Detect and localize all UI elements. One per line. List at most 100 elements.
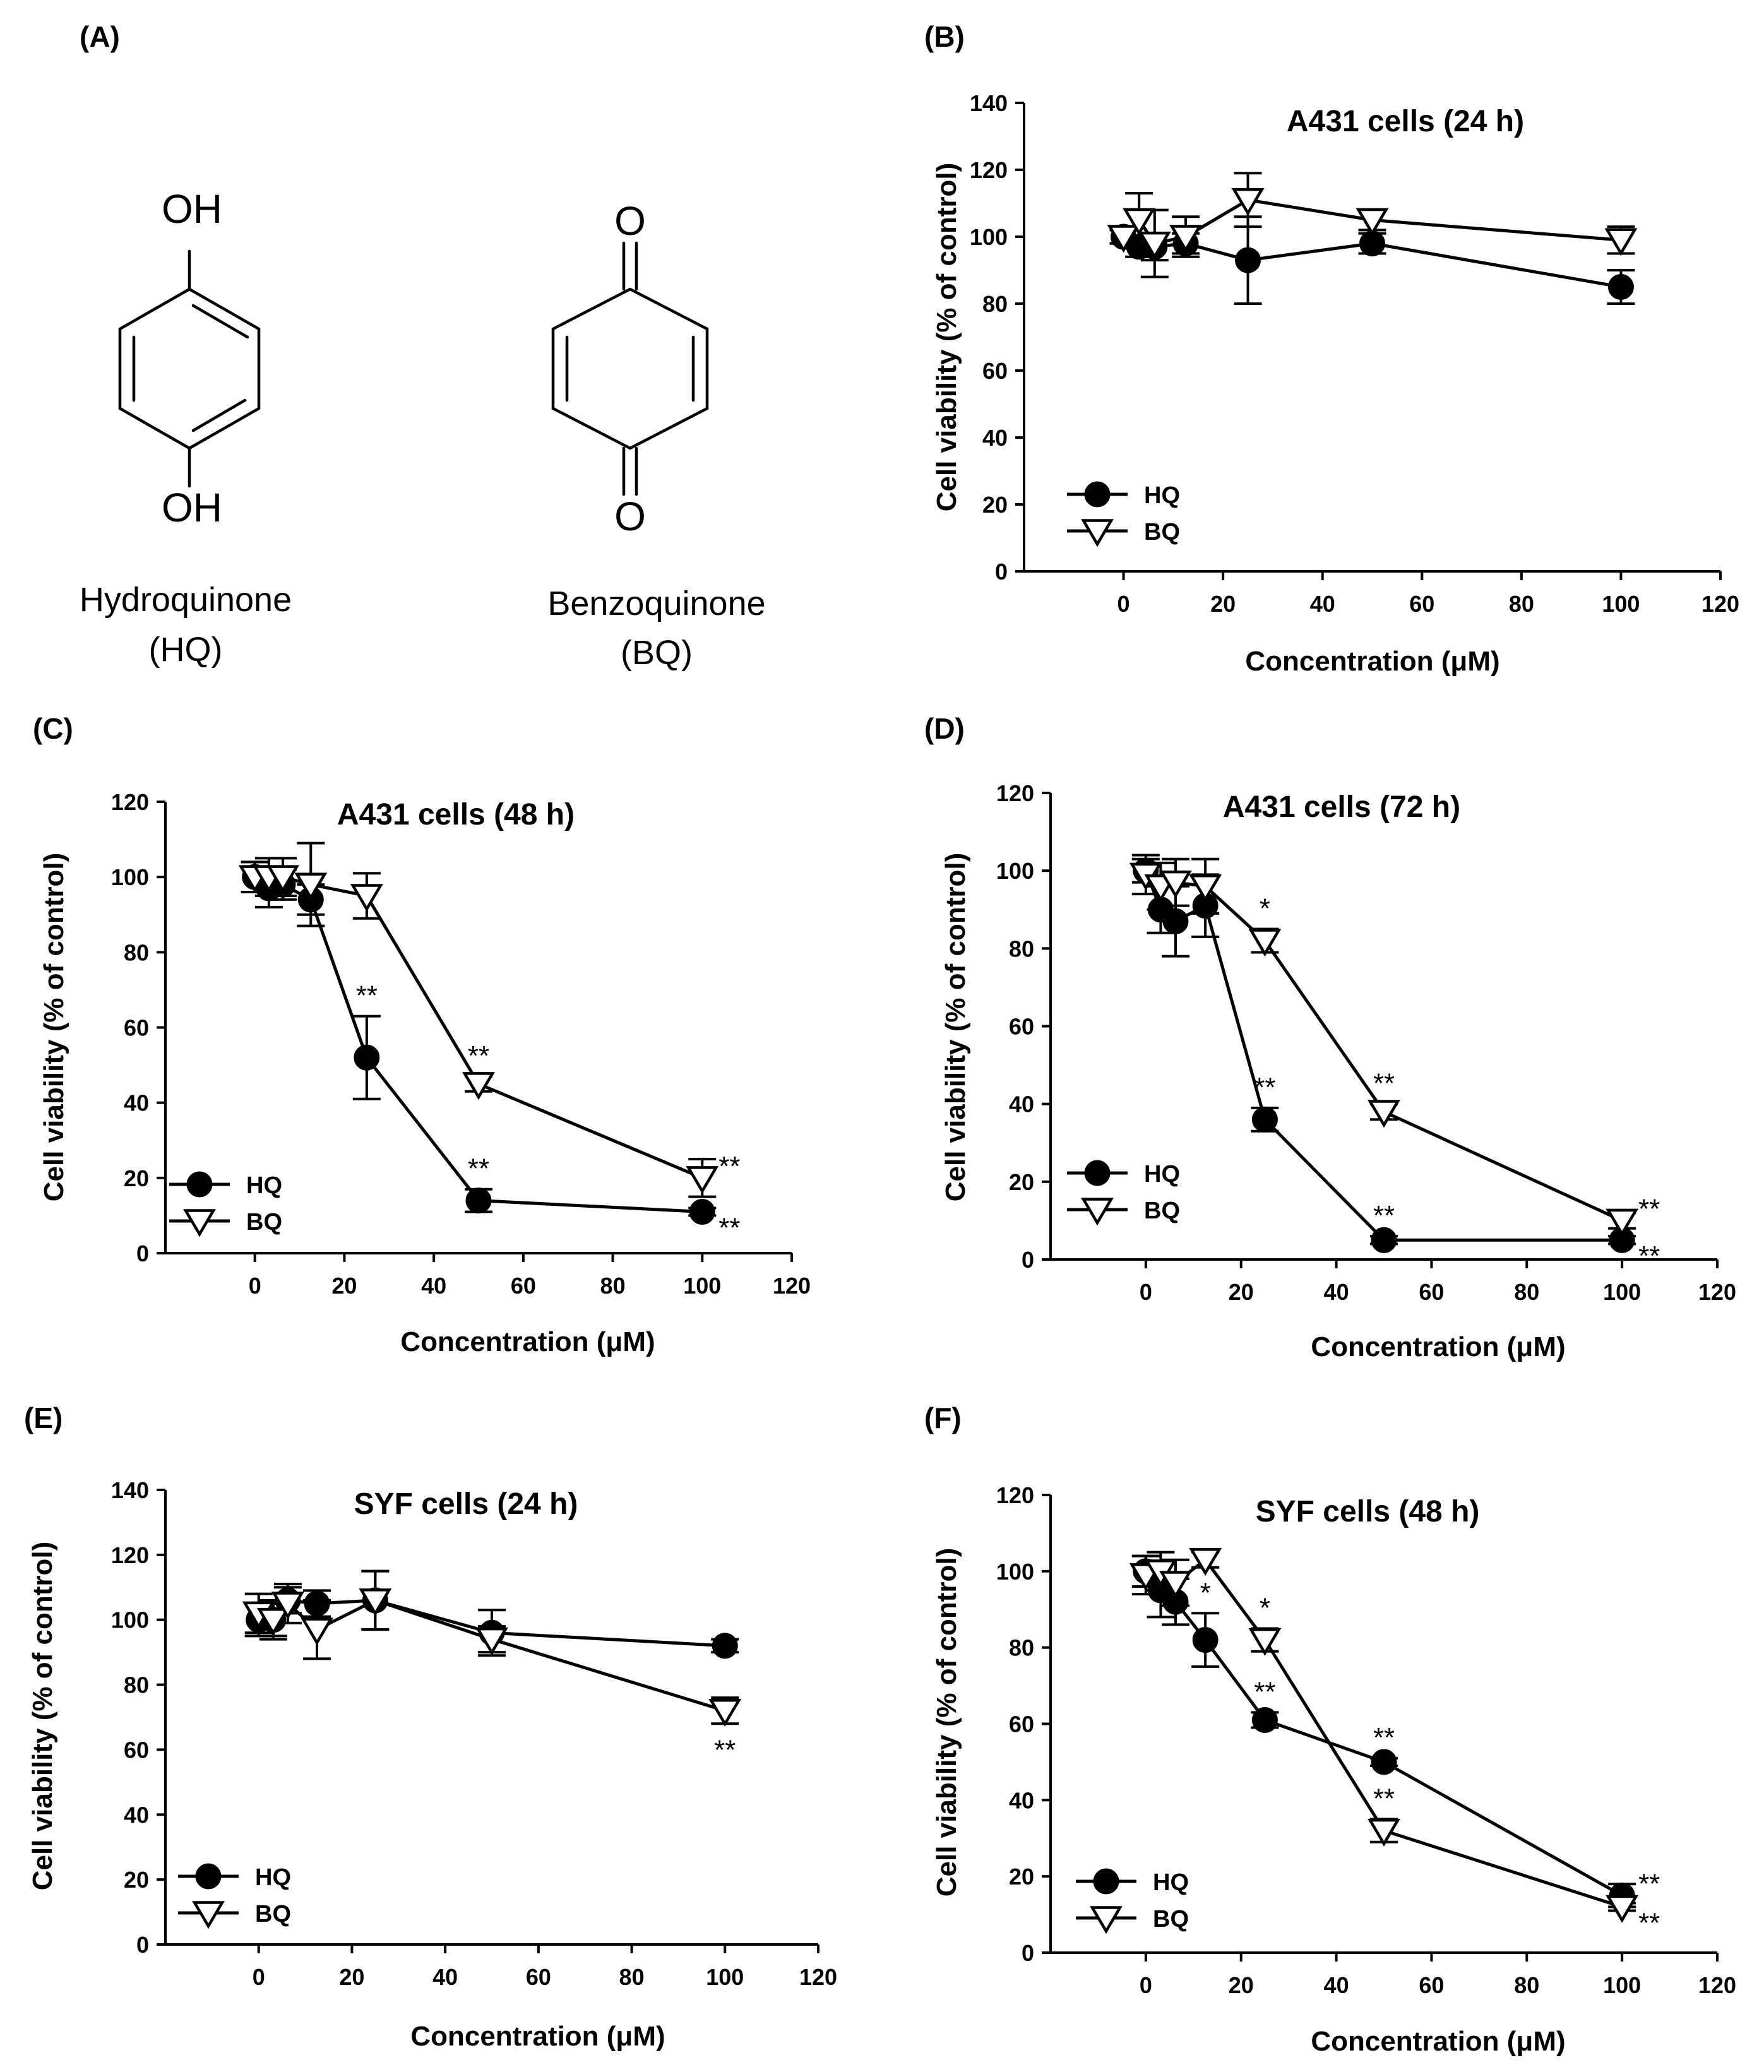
chart-4-title: SYF cells (48 h) bbox=[1256, 1495, 1480, 1528]
chart-0-y-tick-label-3: 60 bbox=[982, 358, 1008, 384]
chart-3-panel-letter: (E) bbox=[24, 1402, 63, 1434]
chart-4-legend-label-1: BQ bbox=[1153, 1906, 1189, 1932]
chart-panel-c: (C) A431 cells (48 h) 0 20 40 60 80 100 120 0 20 40… bbox=[33, 712, 811, 1357]
bq-o-top: O bbox=[614, 198, 646, 244]
chart-2-x-tick-label-4: 80 bbox=[1514, 1279, 1539, 1305]
chart-1-bq-point-2 bbox=[266, 865, 299, 893]
hq-abbr: (HQ) bbox=[149, 631, 223, 669]
chart-4-panel-letter: (F) bbox=[924, 1402, 962, 1434]
chart-3-y-tick-label-1: 20 bbox=[124, 1867, 149, 1893]
chart-3-y-tick-label-0: 0 bbox=[136, 1932, 149, 1958]
chart-3-bq-point-3 bbox=[301, 1617, 333, 1646]
chart-1-bq-sig-label-5: ** bbox=[468, 1040, 489, 1071]
chart-0-x-tick-label-0: 0 bbox=[1117, 591, 1130, 617]
chart-0-x-tick-label-2: 40 bbox=[1310, 591, 1335, 617]
chart-2-legend-label-0: HQ bbox=[1144, 1161, 1180, 1188]
hq-oh-bottom: OH bbox=[162, 485, 222, 530]
chart-4-hq-sig-label-5: ** bbox=[1373, 1722, 1395, 1753]
chart-1-hq-sig-label-6: ** bbox=[718, 1212, 740, 1243]
chart-1-bq-point-6 bbox=[686, 1166, 719, 1194]
chart-2-hq-sig-label-6: ** bbox=[1638, 1241, 1660, 1271]
chart-2-hq-line bbox=[1144, 870, 1623, 1242]
chart-0-legend-marker-0 bbox=[1084, 481, 1111, 508]
chart-0-legend-marker-1 bbox=[1081, 519, 1114, 547]
chart-4-y-tick-label-1: 20 bbox=[1009, 1864, 1034, 1890]
chart-2-x-tick-label-3: 60 bbox=[1419, 1279, 1444, 1305]
chart-1-title: A431 cells (48 h) bbox=[337, 798, 575, 831]
chart-4-bq-point-4 bbox=[1248, 1628, 1282, 1656]
chart-1-x-tick-label-5: 100 bbox=[683, 1273, 721, 1299]
chart-2-hq-point-2 bbox=[1162, 908, 1189, 934]
chart-1-y-tick-label-6: 120 bbox=[111, 789, 149, 815]
chart-0-y-tick-label-7: 140 bbox=[970, 90, 1008, 116]
hq-ring bbox=[118, 287, 261, 450]
chart-3-x-tick-label-4: 80 bbox=[619, 1964, 645, 1990]
chart-4-bq-point-3 bbox=[1189, 1547, 1222, 1576]
chart-0-x-tick-label-1: 20 bbox=[1210, 591, 1236, 617]
chart-2-y-tick-label-4: 80 bbox=[1009, 936, 1034, 962]
hq-inner-bond-2 bbox=[191, 398, 247, 432]
chart-4-y-tick-label-6: 120 bbox=[996, 1482, 1034, 1508]
chart-3-x-tick-label-1: 20 bbox=[339, 1964, 364, 1990]
chart-0-panel-letter: (B) bbox=[924, 20, 965, 53]
chart-3-x-tick-label-2: 40 bbox=[432, 1964, 458, 1990]
chart-4-x-tick-label-2: 40 bbox=[1324, 1972, 1349, 1998]
chart-3-title: SYF cells (24 h) bbox=[354, 1487, 578, 1521]
chart-0-legend-label-1: BQ bbox=[1144, 519, 1180, 545]
hq-inner-bond-1 bbox=[191, 304, 249, 339]
chart-3-y-tick-label-7: 140 bbox=[111, 1477, 149, 1503]
chart-0-y-axis-label: Cell viability (% of control) bbox=[931, 163, 962, 512]
chart-1-bq-point-5 bbox=[462, 1072, 495, 1100]
chart-4-y-tick-label-0: 0 bbox=[1022, 1940, 1034, 1966]
chart-0-hq-point-6 bbox=[1607, 274, 1634, 300]
chart-2-bq-line bbox=[1145, 873, 1623, 1222]
chart-2-y-tick-label-1: 20 bbox=[1009, 1169, 1034, 1195]
chart-4-bq-point-5 bbox=[1368, 1818, 1400, 1847]
chart-0-y-tick-label-0: 0 bbox=[995, 559, 1008, 585]
chart-0-bq-point-3 bbox=[1169, 225, 1202, 253]
chart-2-y-tick-label-6: 120 bbox=[996, 780, 1034, 806]
chart-2-panel-letter: (D) bbox=[924, 712, 965, 745]
chart-1-y-tick-label-3: 60 bbox=[124, 1015, 149, 1041]
chart-3-x-tick-label-0: 0 bbox=[253, 1964, 265, 1990]
chart-1-y-tick-label-5: 100 bbox=[111, 864, 149, 890]
chart-0-y-tick-label-5: 100 bbox=[970, 224, 1008, 250]
chart-4-legend-marker-1 bbox=[1090, 1906, 1123, 1934]
chart-2-x-tick-label-2: 40 bbox=[1324, 1279, 1349, 1305]
chart-2-bq-point-2 bbox=[1159, 870, 1192, 898]
chart-panel-d: (D) A431 cells (72 h) 0 20 40 60 80 100 120 0 20 40… bbox=[924, 712, 1736, 1362]
chart-0-legend-label-0: HQ bbox=[1144, 482, 1180, 509]
chart-1-y-tick-label-1: 20 bbox=[124, 1165, 149, 1191]
chart-4-hq-point-4 bbox=[1251, 1706, 1278, 1733]
bq-ring bbox=[551, 287, 709, 450]
chart-1-hq-point-6 bbox=[689, 1198, 715, 1225]
chart-4-legend-marker-0 bbox=[1093, 1868, 1119, 1895]
chart-4-bq-sig-label-6: ** bbox=[1638, 1908, 1660, 1939]
chart-0-bq-point-6 bbox=[1604, 228, 1638, 256]
chart-0-bq-point-5 bbox=[1356, 208, 1389, 236]
bq-name: Benzoquinone bbox=[547, 585, 765, 622]
hq-name: Hydroquinone bbox=[80, 581, 292, 619]
chart-3-hq-point-6 bbox=[712, 1633, 738, 1659]
hq-oh-top: OH bbox=[162, 186, 222, 232]
chart-1-x-tick-label-3: 60 bbox=[511, 1273, 536, 1299]
bq-o-bottom: O bbox=[614, 494, 646, 539]
chart-3-legend-label-0: HQ bbox=[255, 1864, 291, 1891]
chart-3-legend-label-1: BQ bbox=[255, 1901, 291, 1927]
chart-2-bq-sig-label-5: ** bbox=[1373, 1068, 1395, 1099]
chart-4-hq-sig-label-6: ** bbox=[1638, 1868, 1660, 1899]
chart-0-x-axis-label: Concentration (μM) bbox=[1245, 646, 1499, 677]
chart-3-x-tick-label-5: 100 bbox=[706, 1964, 744, 1990]
chart-2-bq-point-6 bbox=[1606, 1208, 1639, 1237]
chart-3-hq-point-3 bbox=[304, 1590, 330, 1617]
chart-1-y-tick-label-4: 80 bbox=[124, 939, 149, 965]
chart-panel-e: (E) SYF cells (24 h) 0 20 40 60 80 100 120 140 0 20… bbox=[24, 1402, 837, 2052]
chart-0-x-tick-label-4: 80 bbox=[1509, 591, 1534, 617]
chart-4-bq-point-6 bbox=[1606, 1895, 1639, 1923]
chart-2-hq-sig-label-4: ** bbox=[1254, 1072, 1275, 1103]
chart-3-x-tick-label-6: 120 bbox=[799, 1964, 837, 1990]
chart-2-hq-point-5 bbox=[1371, 1227, 1397, 1253]
chart-3-bq-point-5 bbox=[475, 1627, 508, 1655]
chart-3-bq-point-4 bbox=[359, 1588, 392, 1617]
